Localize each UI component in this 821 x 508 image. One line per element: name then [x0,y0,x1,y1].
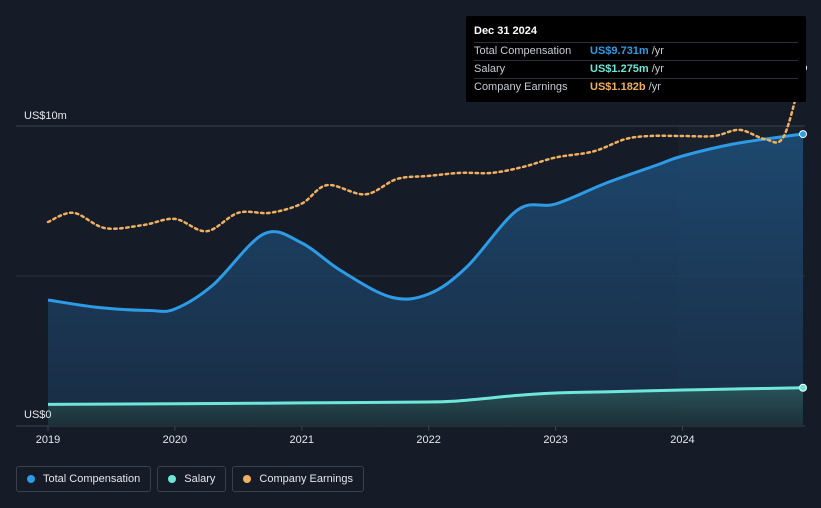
tooltip: Dec 31 2024 Total Compensation US$9.731m… [466,16,806,102]
x-tick-label: 2022 [416,434,440,446]
tooltip-unit: /yr [648,81,661,93]
tooltip-date: Dec 31 2024 [474,25,537,37]
legend-dot-icon [243,475,252,483]
total-compensation-end-marker [799,130,807,139]
salary-area [48,387,803,426]
tooltip-row-salary: Salary US$1.275m /yr [474,60,798,78]
y-tick-label: US$10m [24,110,67,122]
legend-label: Total Compensation [43,473,141,485]
x-tick-label: 2020 [163,434,187,446]
salary-end-marker [799,383,807,392]
total-compensation-area [48,134,803,426]
tooltip-value: US$1.275m [590,63,649,75]
tooltip-label: Total Compensation [474,45,572,57]
total-compensation-line [47,132,804,313]
company-earnings-line [46,66,805,233]
legend-label: Salary [184,473,216,485]
tooltip-unit: /yr [651,63,664,75]
tooltip-row-company-earnings: Company Earnings US$1.182b /yr [474,78,798,96]
salary-line [47,386,804,406]
tooltip-label: Salary [474,63,506,75]
tooltip-value: US$1.182b [590,81,646,93]
legend: Total Compensation Salary Company Earnin… [16,466,364,492]
tooltip-row-total-compensation: Total Compensation US$9.731m /yr [474,42,798,60]
legend-dot-icon [27,475,35,483]
legend-dot-icon [168,475,177,483]
x-tick-label: 2023 [543,434,567,446]
legend-item-salary[interactable]: Salary [157,466,227,492]
legend-item-total-compensation[interactable]: Total Compensation [16,466,152,492]
tooltip-value: US$9.731m [590,45,649,57]
legend-label: Company Earnings [259,473,353,485]
x-tick-label: 2024 [670,434,694,446]
legend-item-company-earnings[interactable]: Company Earnings [232,466,364,492]
y-tick-label: US$0 [24,409,52,421]
x-tick-label: 2021 [290,434,314,446]
tooltip-label: Company Earnings [474,81,568,93]
tooltip-unit: /yr [651,45,664,57]
x-tick-label: 2019 [36,434,60,446]
